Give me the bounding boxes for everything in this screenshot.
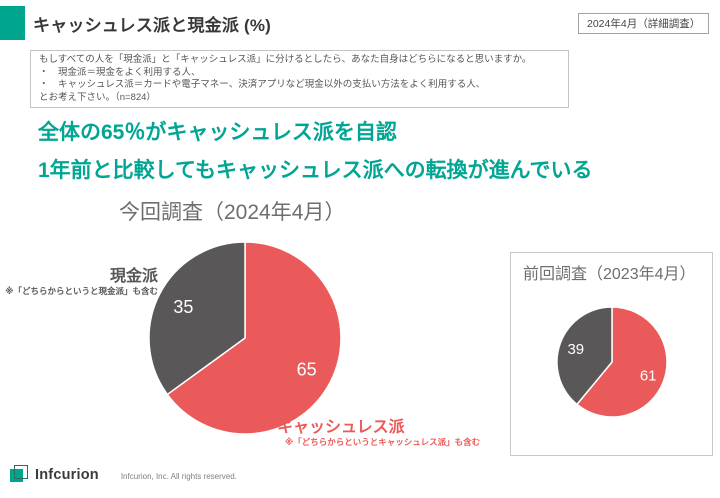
pie-slice-value: 61	[640, 367, 657, 384]
previous-survey-pie-chart: 61 39	[556, 306, 668, 418]
current-survey-title: 今回調査（2024年4月）	[119, 201, 346, 224]
pie-slice-value: 39	[567, 341, 584, 358]
pie-slice-value: 35	[173, 297, 193, 317]
logo-square-outline	[14, 465, 28, 479]
question-line: ・ キャッシュレス派＝カードや電子マネー、決済アプリなど現金以外の支払い方法をよ…	[39, 79, 486, 90]
page-title: キャッシュレス派と現金派 (%)	[33, 16, 272, 35]
cash-group-note: ※「どちらからというと現金派」も含む	[5, 286, 158, 296]
cashless-group-note: ※「どちらからというとキャッシュレス派」も含む	[285, 437, 481, 447]
infcurion-logo-text: Infcurion	[35, 466, 99, 483]
cashless-group-name: キャッシュレス派	[277, 419, 405, 436]
headline-line2: 1年前と比較してもキャッシュレス派への転換が進んでいる	[38, 159, 593, 182]
question-line: とお考え下さい。（n=824）	[39, 91, 156, 103]
pie-slice	[148, 241, 246, 396]
question-line: もしすべての人を「現金派」と「キャッシュレス派」に分けるとしたら、あなた自身はど…	[39, 54, 532, 65]
headline-line1: 全体の65％がキャッシュレス派を自認	[38, 121, 397, 144]
pie-slice	[166, 241, 342, 435]
question-line: ・ 現金派＝現金をよく利用する人、	[39, 66, 201, 78]
infcurion-logo-icon	[10, 465, 29, 484]
previous-survey-title: 前回調査（2023年4月）	[523, 266, 696, 283]
pie-slice	[556, 306, 613, 406]
pie-slice	[576, 306, 668, 418]
footer: Infcurion Infcurion, Inc. All rights res…	[10, 465, 237, 484]
accent-square	[0, 6, 25, 40]
cash-group-label: 現金派 ※「どちらからというと現金派」も含む	[0, 268, 158, 297]
survey-date-badge: 2024年4月（詳細調査）	[578, 13, 710, 34]
copyright-text: Infcurion, Inc. All rights reserved.	[120, 471, 237, 481]
previous-survey-box: 前回調査（2023年4月） 61 39	[510, 252, 713, 456]
cashless-group-label: キャッシュレス派 ※「どちらからというとキャッシュレス派」も含む	[277, 419, 480, 448]
pie-slice-value: 65	[297, 360, 317, 380]
cash-group-name: 現金派	[109, 268, 158, 285]
question-box: もしすべての人を「現金派」と「キャッシュレス派」に分けるとしたら、あなた自身はど…	[30, 50, 569, 108]
current-survey-pie-chart: 65 35	[148, 241, 342, 435]
